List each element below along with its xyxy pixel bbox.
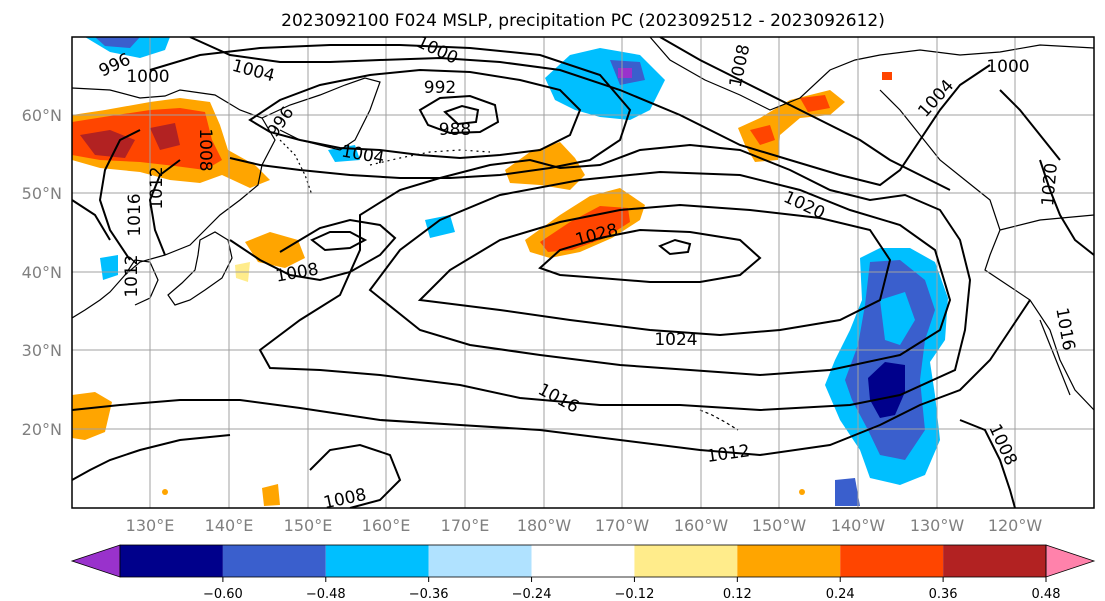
isobar-label: 1008 xyxy=(195,128,215,171)
colorbar-segment xyxy=(634,545,738,577)
colorbar-outline xyxy=(119,544,1047,578)
lat-label: 40°N xyxy=(22,263,62,282)
lat-label: 60°N xyxy=(22,106,62,125)
lon-label: 120°W xyxy=(988,516,1043,535)
lon-label: 130°W xyxy=(910,516,965,535)
colorbar-tick-label: −0.24 xyxy=(512,587,552,601)
colorbar-tick-label: −0.60 xyxy=(203,587,243,601)
isobar-label: 1012 xyxy=(147,166,167,209)
isobar-label: 1020 xyxy=(1038,162,1062,207)
coast-alaska xyxy=(649,37,1094,111)
colorbar-tick-label: 0.24 xyxy=(826,587,855,601)
colorbar: −0.60 −0.48 −0.36 −0.24 −0.12 0.12 0.24 0.36 0.4… xyxy=(70,544,1096,601)
colorbar-tick-label: 0.36 xyxy=(929,587,958,601)
lon-label: 170°E xyxy=(441,516,490,535)
isobar-1024-high xyxy=(417,203,892,337)
isobar-label: 988 xyxy=(439,120,471,140)
isobar-1020-east xyxy=(1039,159,1094,256)
isobar-label: 1016 xyxy=(125,193,145,236)
isobar-996 xyxy=(248,68,582,160)
isobar-label: 1012 xyxy=(122,254,142,297)
isobar-1028-high xyxy=(538,228,762,283)
precip-positive-areas xyxy=(72,72,892,506)
latitude-labels: 60°N 50°N 40°N 30°N 20°N xyxy=(22,106,62,439)
isobar-1004 xyxy=(189,37,991,187)
colorbar-segment xyxy=(120,545,223,577)
map-title: 2023092100 F024 MSLP, precipitation PC (… xyxy=(281,11,885,31)
isobar-label: 1000 xyxy=(986,57,1029,77)
island-chain-aleutian xyxy=(369,149,491,166)
colorbar-extend-max xyxy=(1045,544,1096,578)
isobar-992-low xyxy=(418,94,500,135)
isobar-988-low xyxy=(443,104,480,126)
isobar-1016 xyxy=(258,143,972,412)
lat-label: 30°N xyxy=(22,341,62,360)
isobar-label: 1008 xyxy=(322,485,368,514)
precip-area-central-north-pacific xyxy=(505,142,585,190)
precip-area-south-west xyxy=(72,392,112,440)
lon-label: 140°W xyxy=(831,516,886,535)
isobar-1008-east xyxy=(959,419,1016,508)
colorbar-tick-label: −0.36 xyxy=(409,587,449,601)
lon-label: 140°E xyxy=(205,516,254,535)
isobar-1008-north xyxy=(659,37,951,191)
coast-canada-lake xyxy=(999,214,1094,231)
longitude-labels: 130°E 140°E 150°E 160°E 170°E 180°W 170°… xyxy=(126,516,1043,535)
map-frame xyxy=(71,36,1095,509)
graticule xyxy=(72,37,1094,508)
colorbar-segment xyxy=(531,545,635,577)
isobar-label: 1024 xyxy=(654,330,697,350)
lat-label: 20°N xyxy=(22,420,62,439)
colorbar-segment xyxy=(428,545,532,577)
isobar-1016-west xyxy=(98,129,141,261)
colorbar-segment xyxy=(325,545,429,577)
coast-japan xyxy=(167,231,233,306)
isobar-1000 xyxy=(149,44,632,179)
isobar-label: 1000 xyxy=(126,67,169,87)
isobar-1008-west xyxy=(229,218,397,282)
lon-label: 180°W xyxy=(517,516,572,535)
isobar-1020 xyxy=(368,170,952,377)
isobar-label: 992 xyxy=(424,78,456,98)
coast-baja xyxy=(1039,319,1071,396)
lon-label: 170°W xyxy=(595,516,650,535)
colorbar-segment xyxy=(737,545,841,577)
lon-label: 150°E xyxy=(284,516,333,535)
precip-negative-areas xyxy=(85,37,948,506)
isobar-1012 xyxy=(72,299,1031,457)
isobar-1008-south xyxy=(309,443,402,508)
island-chain-kuril xyxy=(279,139,313,196)
colorbar-extend-min xyxy=(70,544,121,578)
isobar-1012-west xyxy=(148,159,181,256)
map-panel: 996 1000 1004 1000 992 988 996 1004 1008… xyxy=(72,37,1094,514)
island-chain-hawaii xyxy=(699,409,739,431)
colorbar-tick-label: −0.12 xyxy=(615,587,655,601)
lat-label: 50°N xyxy=(22,184,62,203)
colorbar-segment xyxy=(222,545,326,577)
colorbar-tick-label: 0.12 xyxy=(723,587,752,601)
colorbar-segment xyxy=(943,545,1046,577)
lon-label: 160°E xyxy=(362,516,411,535)
colorbar-segment xyxy=(840,545,944,577)
coast-korea xyxy=(124,259,159,306)
lon-label: 160°W xyxy=(674,516,729,535)
lon-label: 130°E xyxy=(126,516,175,535)
colorbar-tick-label: 0.48 xyxy=(1032,587,1061,601)
isobars xyxy=(72,37,1094,508)
colorbar-tick-label: −0.48 xyxy=(306,587,346,601)
lon-label: 150°W xyxy=(752,516,807,535)
